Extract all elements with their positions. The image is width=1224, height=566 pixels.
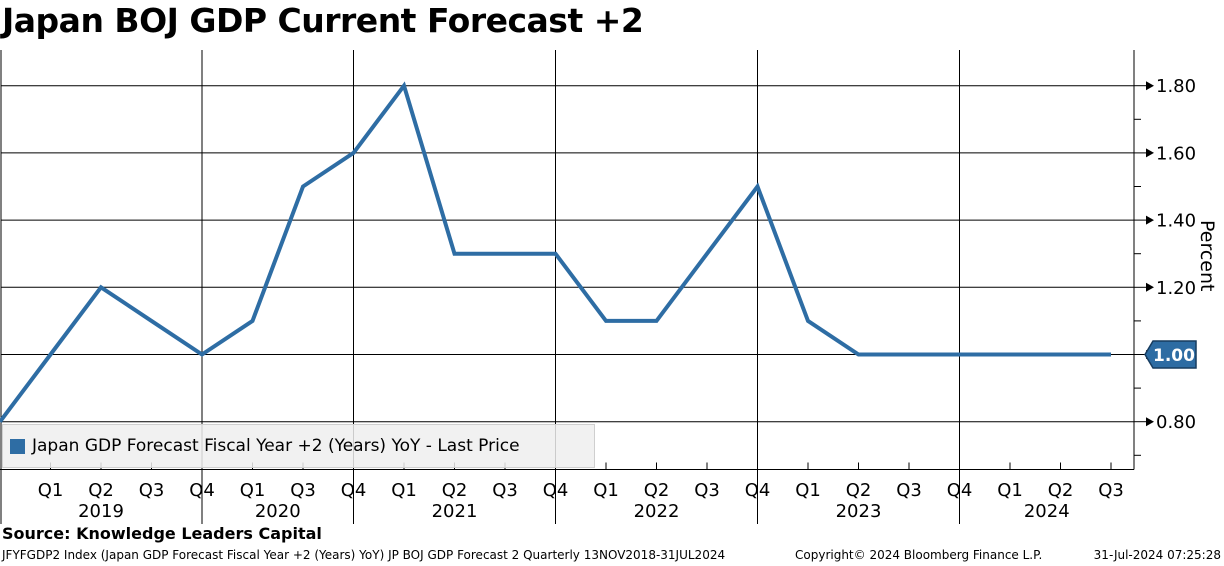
x-tick-label: Q3 [694,480,720,501]
footer-copyright: Copyright© 2024 Bloomberg Finance L.P. [795,548,1043,562]
year-label: 2021 [432,501,478,522]
last-price-tag-label: 1.00 [1153,346,1195,366]
x-tick-label: Q2 [88,480,114,501]
footer-security-info: JFYFGDP2 Index (Japan GDP Forecast Fisca… [2,548,726,562]
y-tick-label: 1.40 [1156,211,1196,232]
year-label: 2022 [634,501,680,522]
x-tick-label: Q2 [846,480,872,501]
x-tick-label: Q3 [139,480,165,501]
x-tick-label: Q1 [391,480,417,501]
x-tick-label: Q2 [1048,480,1074,501]
x-tick-label: Q1 [997,480,1023,501]
year-label: 2020 [255,501,301,522]
year-label: 2023 [836,501,882,522]
y-tick-arrow-icon [1146,215,1154,225]
x-tick-label: Q1 [38,480,64,501]
footer: JFYFGDP2 Index (Japan GDP Forecast Fisca… [0,548,1224,566]
x-tick-label: Q3 [1098,480,1124,501]
y-tick-arrow-icon [1146,81,1154,91]
legend-marker-icon [10,438,25,454]
x-tick-label: Q1 [593,480,619,501]
y-tick-label: 0.80 [1156,412,1196,433]
x-tick-label: Q3 [896,480,922,501]
x-tick-label: Q1 [240,480,266,501]
x-tick-label: Q3 [492,480,518,501]
x-tick-label: Q3 [290,480,316,501]
year-label: 2024 [1024,501,1070,522]
chart-title: Japan BOJ GDP Current Forecast +2 [2,1,644,40]
x-tick-label: Q1 [795,480,821,501]
year-label: 2019 [78,501,124,522]
y-axis-title: Percent [1196,220,1218,292]
legend: Japan GDP Forecast Fiscal Year +2 (Years… [2,424,595,468]
y-tick-label: 1.20 [1156,278,1196,299]
x-tick-label: Q2 [644,480,670,501]
y-tick-label: 1.60 [1156,143,1196,164]
source-line: Source: Knowledge Leaders Capital [2,524,322,543]
x-tick-label: Q2 [442,480,468,501]
y-tick-arrow-icon [1146,417,1154,427]
y-tick-arrow-icon [1146,148,1154,158]
y-tick-arrow-icon [1146,282,1154,292]
y-tick-label: 1.80 [1156,76,1196,97]
last-price-tag [1144,340,1197,369]
data-line [0,81,1111,423]
legend-label: Japan GDP Forecast Fiscal Year +2 (Years… [32,436,520,456]
footer-timestamp: 31-Jul-2024 07:25:28 [1093,548,1221,562]
